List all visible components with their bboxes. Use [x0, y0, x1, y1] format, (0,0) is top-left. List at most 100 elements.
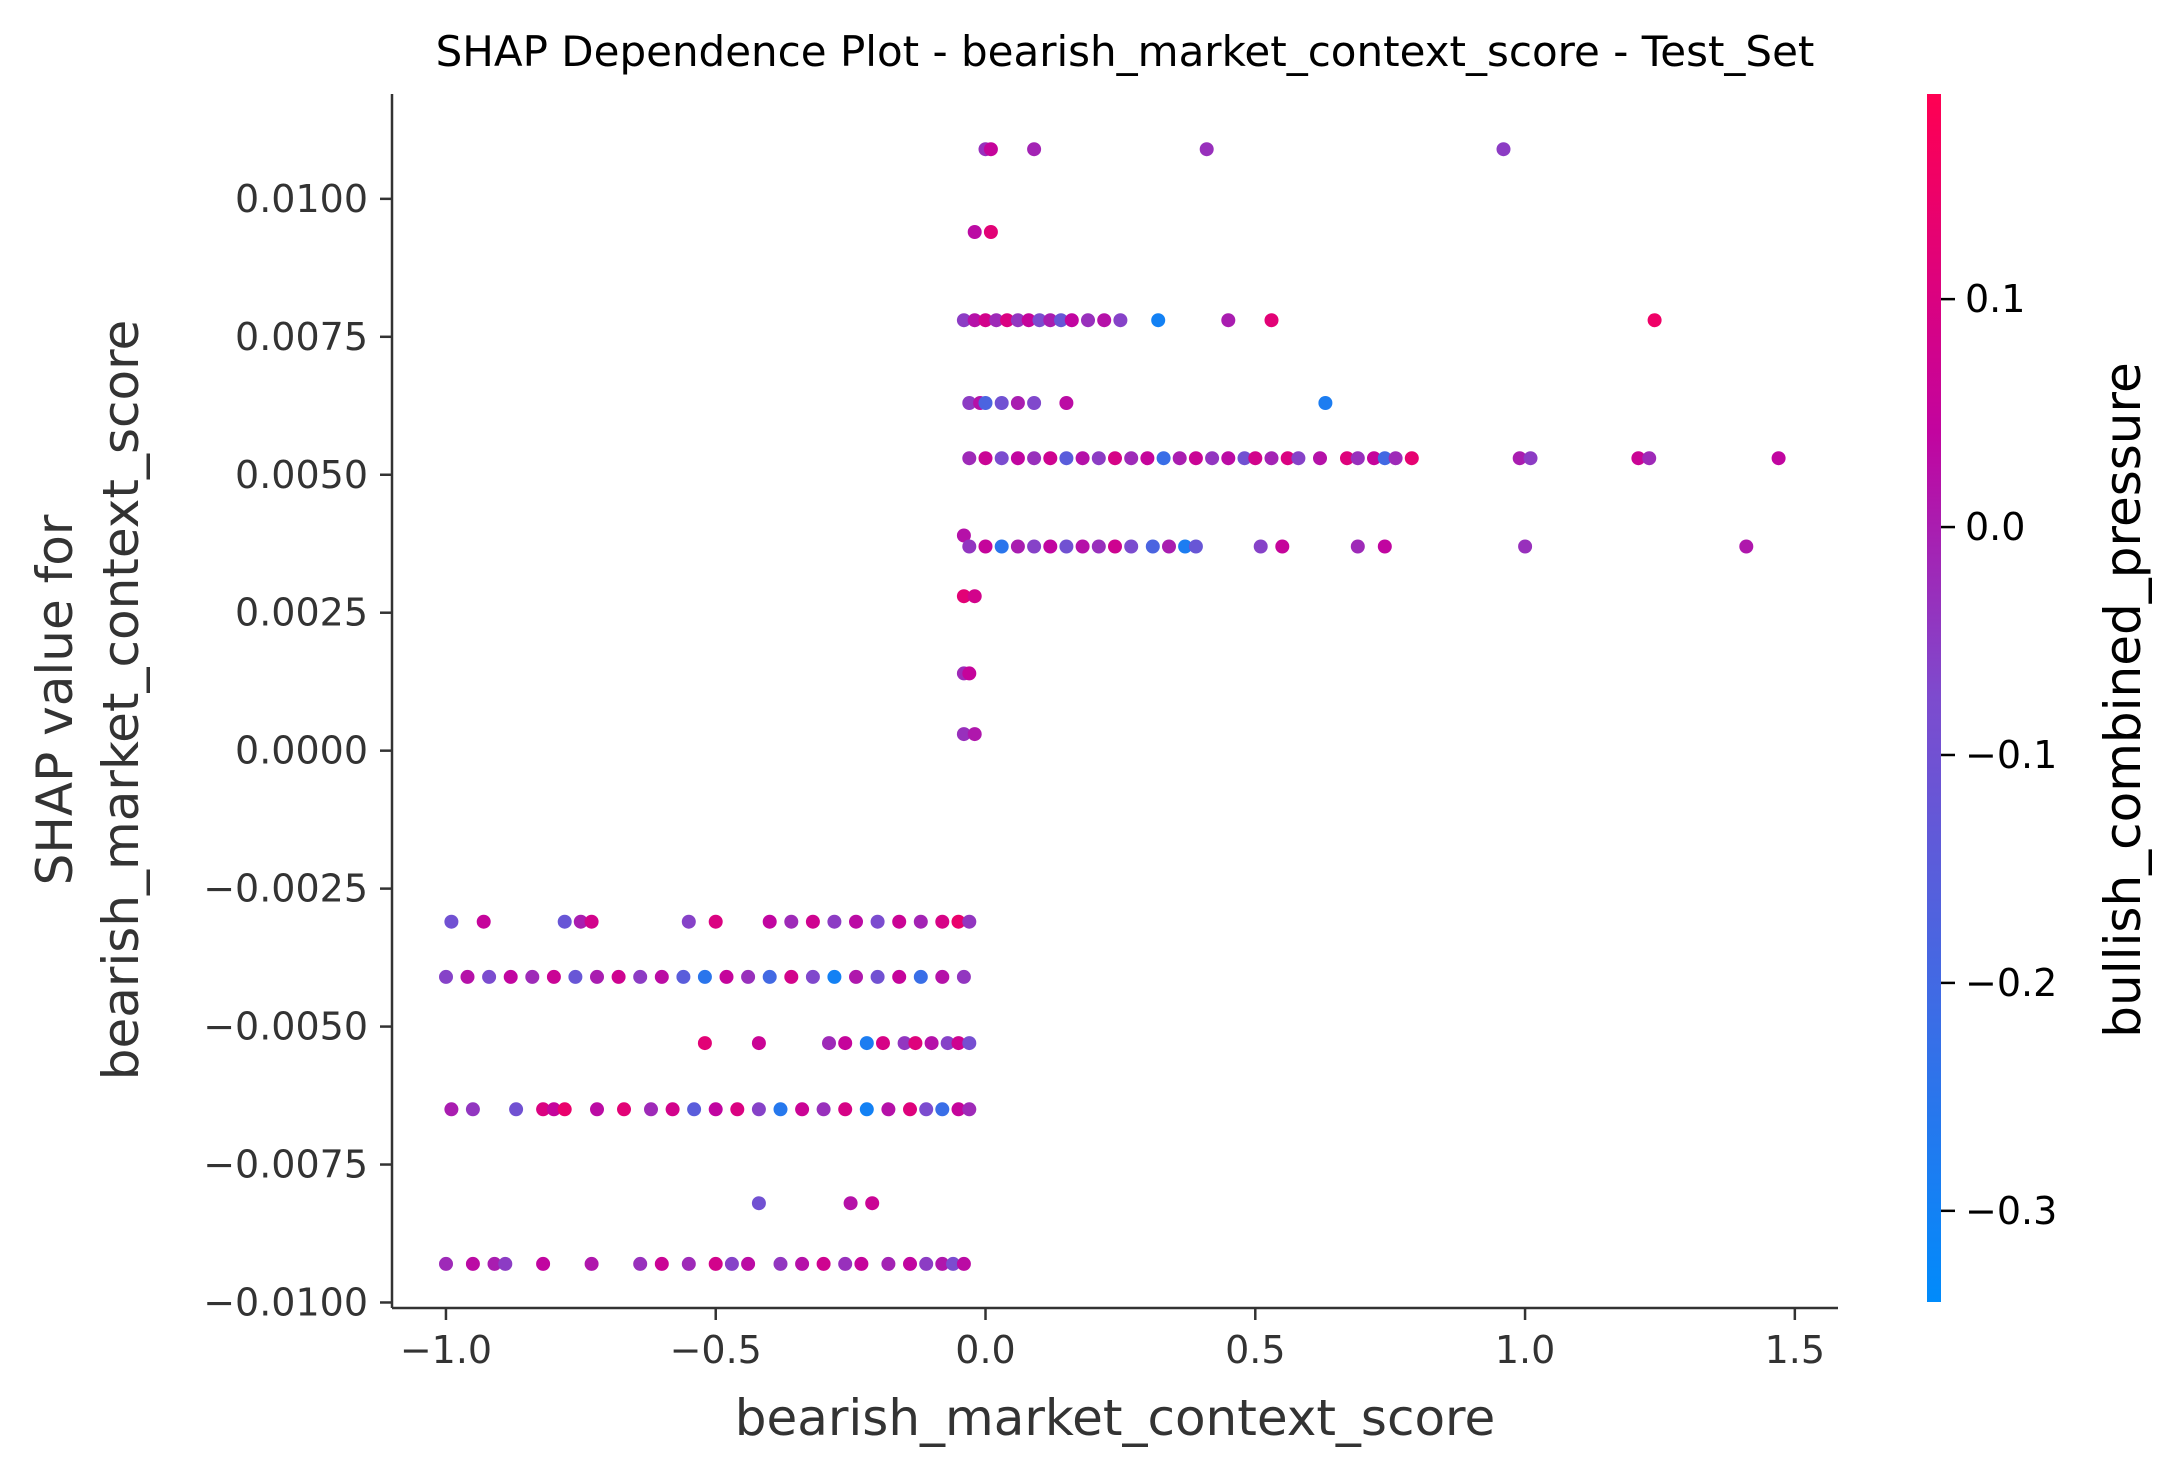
data-point [762, 969, 777, 984]
data-point [1523, 451, 1538, 466]
data-point [935, 969, 950, 984]
data-point [989, 313, 1004, 328]
data-point [1188, 539, 1203, 554]
y-axis-label-line-1: SHAP value for [26, 514, 84, 885]
data-point [1151, 313, 1166, 328]
data-point [476, 914, 491, 929]
data-point [962, 666, 977, 681]
data-point [838, 1036, 853, 1051]
colorbar-tick-label: −0.2 [1965, 961, 2057, 1005]
data-point [1075, 451, 1090, 466]
x-axis-ticks: −1.0 −0.5 0.0 0.5 1.0 1.5 [400, 1308, 1825, 1372]
data-point [751, 1196, 766, 1211]
data-point [935, 1256, 950, 1271]
data-point [994, 451, 1009, 466]
data-point [1108, 539, 1122, 554]
data-point [1032, 313, 1047, 328]
data-point [946, 1256, 961, 1271]
data-point [654, 969, 669, 984]
data-point [1010, 539, 1025, 554]
data-point [584, 914, 599, 929]
data-point [913, 969, 928, 984]
data-point [795, 1102, 810, 1117]
data-point [827, 914, 842, 929]
data-point [1631, 451, 1646, 466]
data-point [1021, 313, 1036, 328]
x-tick-label: 1.0 [1495, 1328, 1555, 1372]
data-point [935, 1102, 950, 1117]
data-point [1199, 142, 1214, 157]
data-point [482, 969, 497, 984]
data-point [741, 969, 756, 984]
data-point [1162, 539, 1176, 554]
data-point [773, 1256, 788, 1271]
data-point [1059, 539, 1074, 554]
data-point [1113, 313, 1128, 328]
y-axis-label-line-2: bearish_market_context_score [92, 320, 150, 1081]
data-point [983, 225, 998, 239]
data-point [465, 1102, 480, 1117]
data-point [1059, 451, 1074, 466]
data-point [859, 1102, 874, 1117]
data-point [730, 1102, 745, 1117]
colorbar [1927, 94, 1941, 1302]
data-point [1739, 539, 1754, 554]
data-point [1156, 451, 1171, 466]
data-point [498, 1256, 513, 1271]
data-point [1350, 451, 1365, 466]
y-tick-label: 0.0025 [235, 591, 368, 635]
data-point [465, 1256, 480, 1271]
data-point [838, 1102, 853, 1117]
data-point [859, 1036, 874, 1051]
data-point [822, 1036, 836, 1051]
data-point [849, 914, 863, 929]
data-point [1221, 451, 1236, 466]
data-point [967, 589, 982, 604]
data-point [568, 969, 583, 984]
data-point [1275, 539, 1290, 554]
data-point [1205, 451, 1220, 466]
data-point [962, 1102, 977, 1117]
data-point [1091, 539, 1106, 554]
data-point [708, 1102, 723, 1117]
data-point [665, 1102, 680, 1117]
data-point [724, 1256, 739, 1271]
data-point [439, 969, 453, 984]
data-point [1518, 539, 1533, 554]
data-point [908, 1036, 923, 1051]
data-point [903, 1102, 917, 1117]
data-point [876, 1036, 890, 1051]
data-point [865, 1196, 880, 1211]
data-point [903, 1256, 917, 1271]
data-point [994, 539, 1009, 554]
data-point [1059, 396, 1074, 410]
data-point [838, 1256, 853, 1271]
data-point [892, 914, 907, 929]
data-point [557, 1102, 572, 1117]
data-point [962, 396, 977, 410]
data-point [1000, 313, 1015, 328]
data-point [1253, 539, 1268, 554]
data-point [962, 914, 977, 929]
y-tick-label: 0.0050 [235, 453, 368, 497]
data-point [881, 1256, 896, 1271]
data-point [967, 727, 982, 742]
data-point [573, 914, 588, 929]
data-point [1388, 451, 1403, 466]
data-point [978, 313, 993, 328]
data-point [924, 1036, 939, 1051]
data-point [1512, 451, 1527, 466]
data-point [719, 969, 734, 984]
data-point [1172, 451, 1187, 466]
data-point [854, 1256, 869, 1271]
data-point [1313, 451, 1327, 466]
data-point [1108, 451, 1122, 466]
data-point [1054, 313, 1068, 328]
data-point [956, 589, 971, 604]
colorbar-tick-label: −0.3 [1965, 1189, 2057, 1233]
points-layer [439, 142, 1786, 1271]
y-axis-ticks: 0.0100 0.0075 0.0050 0.0025 0.0000 −0.0025 −0.… [203, 177, 392, 1324]
data-point [1496, 142, 1511, 157]
data-point [1140, 451, 1155, 466]
